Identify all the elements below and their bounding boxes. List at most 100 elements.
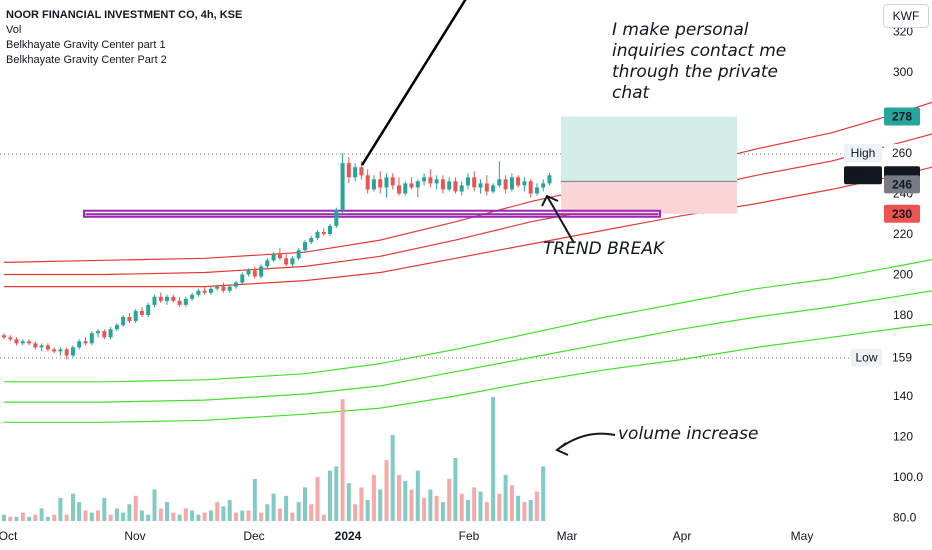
symbol-title[interactable]: NOOR FINANCIAL INVESTMENT CO, 4h, KSE [6,9,243,21]
volume-bar [509,485,514,521]
volume-bar [334,466,339,521]
candle-body [234,282,238,287]
entry-price-text: 246 [892,177,912,191]
candle-body [397,185,401,194]
candle-body [252,270,257,277]
candle-body [428,177,433,184]
candle-body [121,317,126,326]
candle-body [434,179,439,184]
candle-body [478,183,483,188]
target-price-text: 278 [892,110,912,124]
candle-body [340,163,345,210]
volume-bar [96,510,100,521]
candle-body [14,339,19,344]
volume-bar [422,497,427,521]
candle-body [45,345,50,350]
volume-bar [83,510,88,521]
volume-bar [171,512,176,521]
candle-body [309,238,314,243]
low-tag-bg [851,348,882,367]
candle-body [265,260,270,267]
candle-body [328,225,332,234]
candle-body [221,286,226,291]
candle-body [139,310,144,315]
candle-body [403,183,408,194]
volume-bar [133,495,138,521]
high-price-text: 260 [892,146,912,160]
indicator-gravity-center-2[interactable]: Belkhayate Gravity Center Part 2 [6,54,167,66]
low-price-badge [884,348,920,367]
volume-bar [158,508,163,521]
volume-bar [528,500,533,521]
time-tick-label: Oct [0,529,18,543]
volume-bar [534,491,539,521]
candle-body [114,325,119,330]
candle-body [359,167,364,176]
candle-body [491,185,496,192]
volume-bar [71,493,75,521]
time-tick-label: Feb [459,529,480,543]
candle-body [146,304,151,315]
low-price-text: 159 [892,351,912,365]
volume-bar [127,504,132,521]
currency-button[interactable]: KWF [883,4,929,28]
volume-bar [359,487,364,521]
candle-body [390,177,395,186]
volume-bar [58,497,63,521]
volume-bar [39,508,44,521]
volume-bar [541,466,546,521]
candle-body [284,258,289,265]
volume-bar [346,483,351,521]
volume-bar [478,491,483,521]
entry-price-badge [884,175,920,194]
volume-bar [491,397,496,521]
candle-body [27,341,32,344]
stop-price-text: 230 [892,207,912,221]
candle-body [108,329,113,338]
volume-bar [290,512,295,521]
candle-body [208,288,213,293]
candle-body [240,274,245,283]
candle-body [202,290,207,293]
candle-body [296,250,301,259]
candle-body [353,167,358,178]
candle-body [77,341,82,348]
volume-bar [45,516,50,521]
volume-bar [139,510,144,521]
trend-break-arrow [541,194,575,244]
candle-body [246,270,251,275]
candle-body [346,163,351,178]
volume-bar [428,489,433,521]
price-tick-label: 80.0 [893,511,917,525]
volume-bar [20,512,25,521]
contact-note-line-3: through the private [612,62,778,82]
position-zones [83,116,737,218]
contact-note: I make personal inquiries contact me thr… [612,20,786,104]
volume-bar [183,508,188,521]
volume-bar [152,489,157,521]
high-tag-text: High [851,146,876,160]
volume-bar [202,512,207,521]
stop-zone [561,181,737,214]
price-tick-label: 320 [893,25,913,39]
trend-break-label: TREND BREAK [543,239,665,259]
last-tag-text: NOOR [845,168,881,182]
indicator-volume[interactable]: Vol [6,24,22,36]
candle-body [190,294,195,299]
candle-body [303,242,307,251]
volume-bar [221,506,226,521]
volume-bar [434,495,439,521]
candle-body [133,310,138,321]
volume-bar [466,500,470,521]
candle-body [215,286,220,289]
candle-body [277,254,282,259]
volume-bar [77,502,82,521]
volume-bar [227,500,232,521]
indicator-gravity-center-1[interactable]: Belkhayate Gravity Center part 1 [6,39,166,51]
contact-note-line-1: I make personal [612,20,749,40]
upper-band-3 [4,166,932,288]
volume-bar [121,512,126,521]
volume-bar [252,479,257,521]
candle-body [547,175,552,184]
